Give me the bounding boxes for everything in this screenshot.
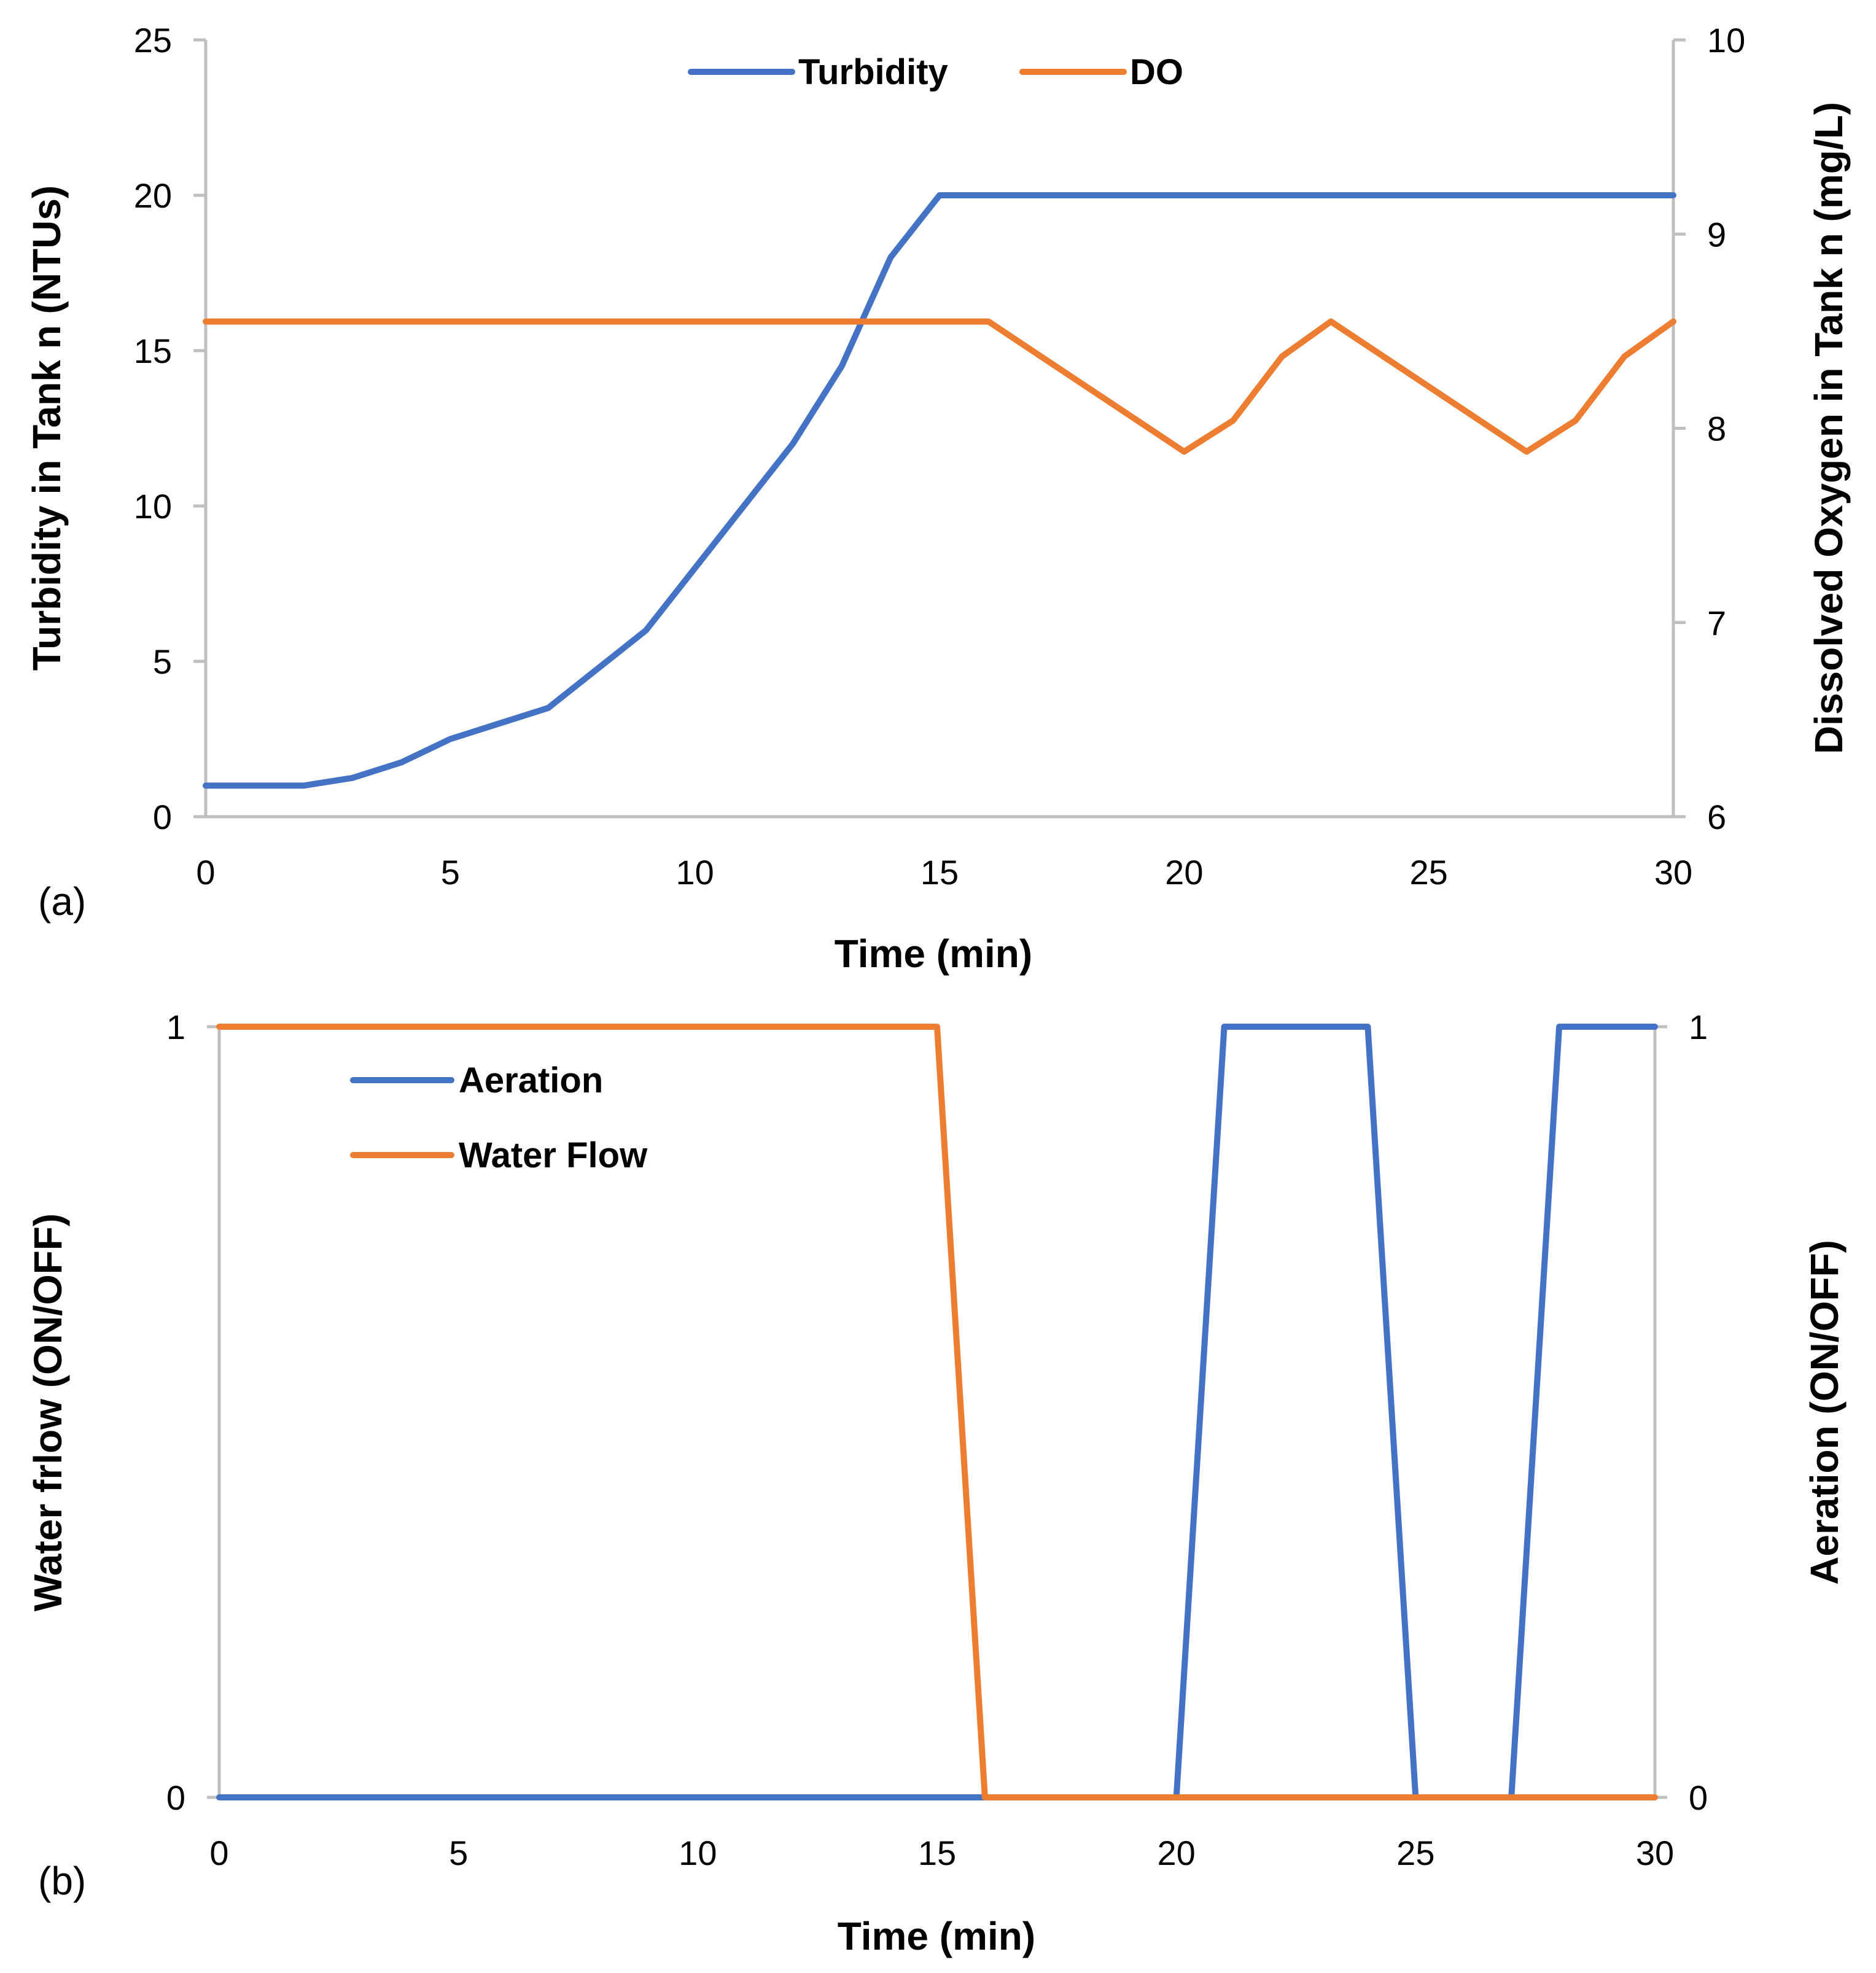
chart-a-right-tick-label: 8 [1707,410,1726,448]
chart-b-legend: Aeration Water Flow [350,1060,648,1175]
chart-b-right-tick-label: 0 [1689,1778,1708,1817]
chart-a-right-tick-label: 6 [1707,798,1726,836]
chart-a-legend: Turbidity DO [688,52,1183,92]
chart-a-left-tick-label: 10 [134,487,172,526]
chart-a-x-tick-label: 15 [920,853,959,892]
chart-a-x-ticks: 0 5 10 15 20 25 30 [196,853,1692,892]
chart-a-x-label: Time (min) [835,932,1032,976]
legend-aeration-label: Aeration [459,1060,603,1100]
chart-b-x-tick-label: 25 [1396,1834,1434,1872]
chart-a-right-tick-label: 7 [1707,604,1726,642]
chart-b: 01 01 0 5 10 15 20 25 30 Aeration Water Flow T… [26,1008,1847,1958]
chart-b-left-ticks: 01 [166,1008,219,1817]
series-do-line [203,318,1676,455]
chart-b-x-label: Time (min) [838,1914,1035,1958]
chart-a-x-tick-label: 25 [1410,853,1448,892]
legend-do-label: DO [1130,52,1183,92]
chart-a-left-tick-label: 25 [134,21,172,60]
chart-b-x-tick-label: 0 [209,1834,228,1872]
chart-a-x-tick-label: 30 [1654,853,1692,892]
series-aeration-line [216,1024,1658,1800]
chart-b-right-label: Aeration (ON/OFF) [1802,1240,1847,1585]
chart-b-x-tick-label: 30 [1636,1834,1674,1872]
chart-b-x-tick-label: 5 [449,1834,468,1872]
chart-b-right-tick-label: 1 [1689,1008,1708,1046]
chart-a-right-tick-label: 9 [1707,215,1726,254]
chart-b-x-tick-label: 20 [1158,1834,1196,1872]
chart-a-left-ticks: 0 5 10 15 20 25 [134,21,206,836]
chart-b-left-label: Water frlow (ON/OFF) [26,1213,70,1611]
chart-a: 0 5 10 15 20 25 6 7 8 9 10 0 5 10 15 20 25 30 Turbidity… [25,21,1851,976]
chart-b-x-tick-label: 15 [918,1834,956,1872]
chart-a-left-tick-label: 20 [134,176,172,215]
chart-b-right-ticks: 01 [1655,1008,1708,1817]
chart-a-x-tick-label: 5 [441,853,460,892]
chart-a-series [203,192,1676,789]
chart-b-x-tick-label: 10 [679,1834,717,1872]
chart-a-right-ticks: 6 7 8 9 10 [1673,21,1745,836]
chart-a-x-tick-label: 0 [196,853,215,892]
chart-b-left-tick-label: 0 [166,1778,185,1817]
legend-water-flow-label: Water Flow [459,1135,648,1175]
chart-a-right-tick-label: 10 [1707,21,1745,60]
chart-a-left-tick-label: 0 [153,798,172,836]
chart-b-panel-label: (b) [38,1859,86,1903]
chart-b-x-ticks: 0 5 10 15 20 25 30 [209,1834,1674,1872]
chart-a-panel-label: (a) [38,879,86,924]
chart-a-right-label: Dissolved Oxygen in Tank n (mg/L) [1807,102,1851,754]
chart-b-left-tick-label: 1 [166,1008,185,1046]
chart-a-left-label: Turbidity in Tank n (NTUs) [25,185,69,671]
series-water-flow-line [216,1024,1658,1800]
legend-turbidity-label: Turbidity [798,52,948,92]
series-turbidity-line [203,192,1676,789]
chart-b-series [216,1024,1658,1800]
chart-a-left-tick-label: 5 [153,642,172,681]
chart-a-x-tick-label: 20 [1165,853,1203,892]
chart-a-left-tick-label: 15 [134,332,172,370]
chart-a-x-tick-label: 10 [676,853,714,892]
